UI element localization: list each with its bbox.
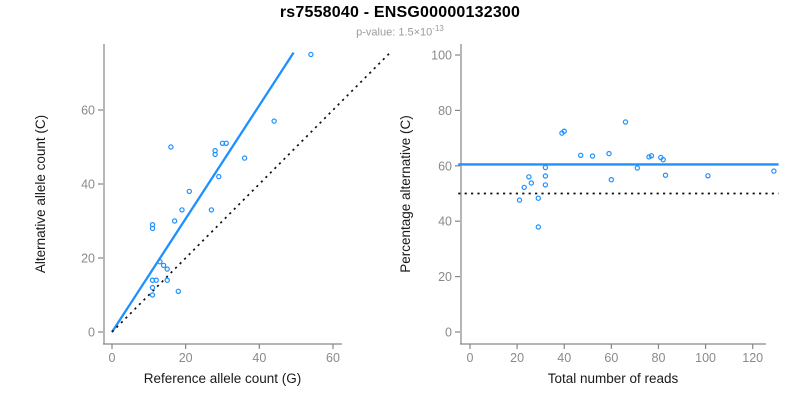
pvalue-exponent: -13 bbox=[432, 24, 444, 33]
data-point bbox=[168, 144, 174, 150]
data-point bbox=[521, 184, 527, 191]
x-tick-label: 120 bbox=[742, 351, 763, 365]
data-point bbox=[179, 207, 185, 213]
x-tick-label: 100 bbox=[695, 351, 716, 365]
data-point bbox=[559, 130, 565, 136]
y-tick-label: 60 bbox=[81, 104, 95, 118]
x-axis-title: Total number of reads bbox=[548, 371, 679, 386]
x-tick-label: 40 bbox=[557, 351, 571, 365]
y-tick-label: 80 bbox=[438, 104, 452, 118]
pvalue-text: p-value: 1.5×10 bbox=[356, 26, 433, 39]
data-point bbox=[542, 173, 549, 179]
data-point bbox=[212, 151, 218, 158]
y-tick-label: 100 bbox=[431, 49, 452, 63]
data-point bbox=[705, 173, 711, 179]
y-tick-label: 0 bbox=[445, 326, 452, 340]
y-tick-label: 20 bbox=[438, 270, 452, 284]
x-tick-label: 20 bbox=[179, 351, 193, 365]
data-point bbox=[535, 224, 542, 230]
data-point bbox=[271, 118, 277, 124]
data-point bbox=[526, 174, 532, 180]
y-tick-label: 60 bbox=[438, 159, 452, 173]
data-point bbox=[186, 188, 192, 195]
data-point bbox=[542, 182, 549, 188]
right-scatter-plot: 0 20 40 60 80 100 120 0 20 40 60 80 100 Total number … bbox=[398, 44, 779, 386]
data-point bbox=[608, 176, 615, 183]
y-axis-title: Alternative allele count (C) bbox=[33, 115, 48, 273]
data-point bbox=[528, 180, 535, 186]
data-point bbox=[578, 152, 584, 158]
plot-title: rs7558040 - ENSG00000132300 bbox=[279, 4, 521, 21]
y-tick-label: 40 bbox=[438, 215, 452, 229]
data-point bbox=[634, 165, 641, 171]
data-point bbox=[164, 266, 170, 272]
data-point bbox=[542, 164, 549, 171]
data-point bbox=[157, 259, 163, 265]
data-point bbox=[589, 153, 596, 159]
data-point bbox=[662, 172, 669, 178]
plot-header: rs7558040 - ENSG00000132300 p-value: 1.5… bbox=[0, 0, 800, 39]
data-point bbox=[219, 140, 226, 146]
data-point bbox=[771, 168, 777, 174]
y-tick-label: 40 bbox=[81, 178, 95, 192]
x-tick-label: 60 bbox=[604, 351, 618, 365]
plot-subtitle: p-value: 1.5×10-13 bbox=[0, 24, 800, 39]
data-point bbox=[208, 207, 215, 213]
x-tick-label: 20 bbox=[510, 351, 524, 365]
left-scatter-plot: 0 20 40 60 0 20 40 60 Reference allele count (G)… bbox=[33, 44, 392, 386]
x-axis-title: Reference allele count (G) bbox=[144, 371, 302, 386]
regression-line bbox=[111, 52, 295, 333]
data-point bbox=[160, 262, 167, 269]
x-tick-label: 0 bbox=[109, 351, 116, 365]
x-tick-label: 80 bbox=[652, 351, 666, 365]
data-point bbox=[149, 277, 156, 283]
data-point bbox=[175, 288, 181, 294]
identity-line bbox=[111, 51, 392, 333]
data-point bbox=[216, 173, 222, 180]
data-point bbox=[646, 154, 652, 160]
data-point bbox=[149, 284, 156, 291]
y-tick-label: 0 bbox=[88, 326, 95, 340]
data-point bbox=[535, 195, 542, 201]
data-point bbox=[658, 154, 664, 161]
y-tick-label: 20 bbox=[81, 252, 95, 266]
x-tick-label: 60 bbox=[326, 351, 340, 365]
data-point bbox=[241, 155, 248, 161]
data-point bbox=[164, 277, 170, 283]
data-point bbox=[149, 292, 156, 298]
x-tick-label: 0 bbox=[467, 351, 474, 365]
data-point bbox=[516, 197, 523, 203]
x-tick-label: 40 bbox=[252, 351, 266, 365]
data-point bbox=[171, 218, 178, 224]
data-point bbox=[308, 51, 314, 58]
data-point bbox=[622, 119, 629, 125]
y-axis-title: Percentage alternative (C) bbox=[398, 115, 413, 273]
data-point bbox=[149, 225, 156, 232]
data-point bbox=[606, 150, 612, 157]
